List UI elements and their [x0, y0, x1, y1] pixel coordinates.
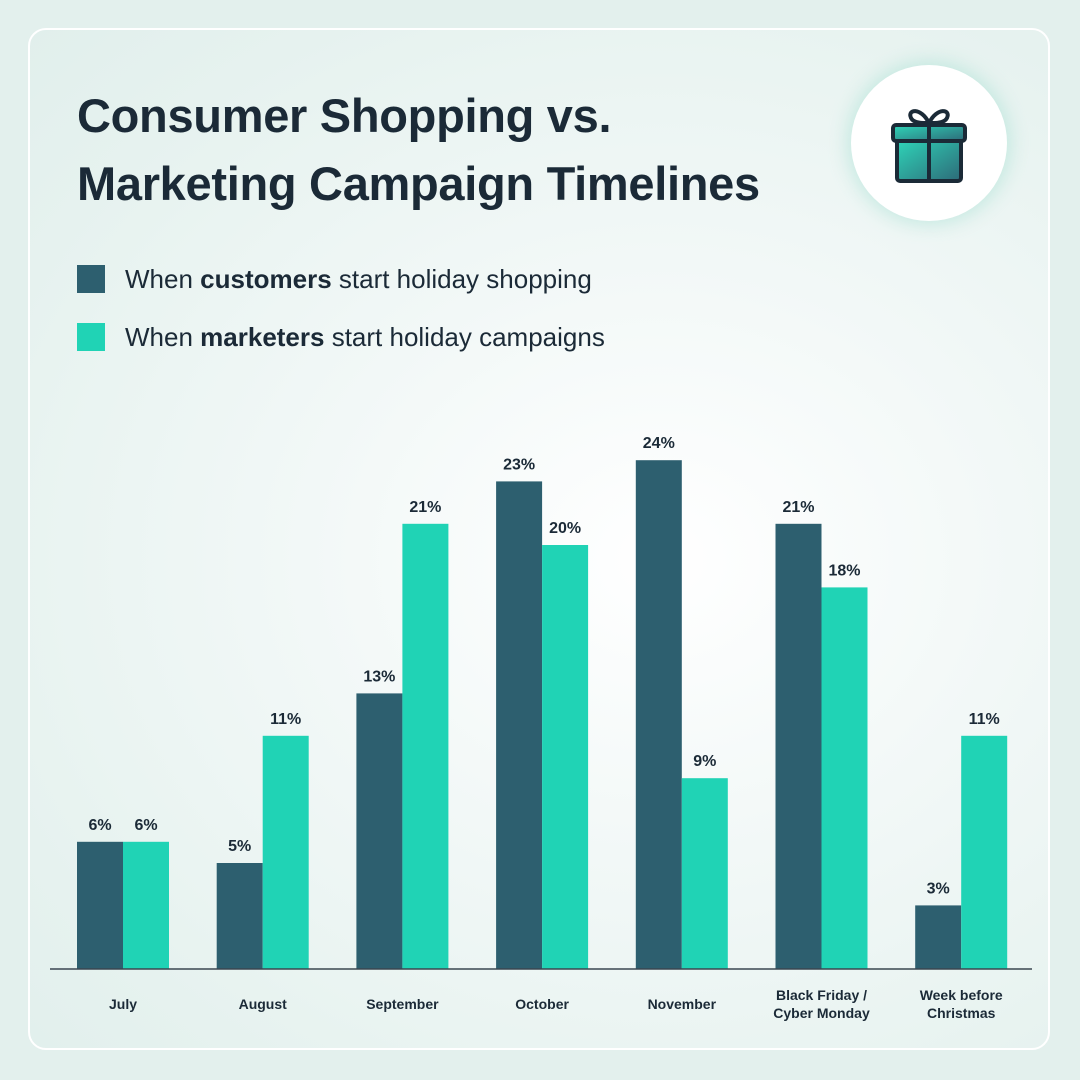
bar-customers-6: [915, 905, 962, 969]
legend-label-marketers: When marketers start holiday campaigns: [125, 322, 605, 352]
legend-swatch-customers: [77, 265, 105, 293]
bar-marketers-3: [542, 545, 589, 969]
bar-marketers-2: [402, 523, 449, 969]
data-label-marketers-0: 6%: [134, 817, 157, 834]
infographic-card: Consumer Shopping vs. Marketing Campaign…: [28, 28, 1050, 1050]
data-label-customers-4: 24%: [643, 435, 675, 452]
bar-customers-1: [216, 863, 263, 969]
data-label-marketers-6: 11%: [969, 711, 1000, 728]
chart-title: Consumer Shopping vs. Marketing Campaign…: [77, 82, 857, 218]
data-label-marketers-3: 20%: [549, 520, 581, 537]
data-label-customers-2: 13%: [363, 668, 395, 685]
x-tick-label-4: November: [648, 996, 717, 1012]
data-label-marketers-1: 11%: [270, 711, 301, 728]
title-line-1: Consumer Shopping vs.: [77, 89, 612, 142]
bar-chart: 6% 6% July 5% 11% August 13% 21% September 23% 20%…: [50, 435, 1032, 1021]
title-line-2: Marketing Campaign Timelines: [77, 157, 760, 210]
x-tick-label-6: Week before Christmas: [920, 987, 1003, 1021]
bar-customers-0: [77, 841, 123, 969]
x-tick-label-3: October: [515, 996, 569, 1012]
bar-customers-2: [356, 693, 403, 969]
data-label-marketers-4: 9%: [693, 753, 716, 770]
bar-customers-3: [496, 481, 543, 969]
data-label-customers-0: 6%: [88, 817, 111, 834]
x-tick-label-2: September: [366, 996, 439, 1012]
gift-icon: [891, 109, 967, 183]
legend-swatch-marketers: [77, 323, 105, 351]
bar-marketers-5: [821, 587, 868, 969]
data-label-customers-3: 23%: [503, 456, 535, 473]
x-tick-label-1: August: [239, 996, 288, 1012]
bar-marketers-6: [961, 735, 1008, 969]
data-label-customers-1: 5%: [228, 838, 251, 855]
bar-customers-5: [775, 523, 822, 969]
data-label-marketers-5: 18%: [828, 562, 860, 579]
data-label-marketers-2: 21%: [409, 499, 441, 516]
data-label-customers-6: 3%: [927, 880, 950, 897]
bar-marketers-0: [123, 841, 169, 969]
legend-label-customers: When customers start holiday shopping: [125, 264, 592, 294]
x-tick-label-0: July: [109, 996, 137, 1012]
data-label-customers-5: 21%: [782, 499, 814, 516]
bar-marketers-4: [681, 778, 728, 969]
bar-marketers-1: [262, 735, 309, 969]
x-tick-label-5: Black Friday / Cyber Monday: [773, 987, 870, 1021]
bar-customers-4: [635, 460, 682, 969]
gift-badge: [851, 65, 1007, 221]
